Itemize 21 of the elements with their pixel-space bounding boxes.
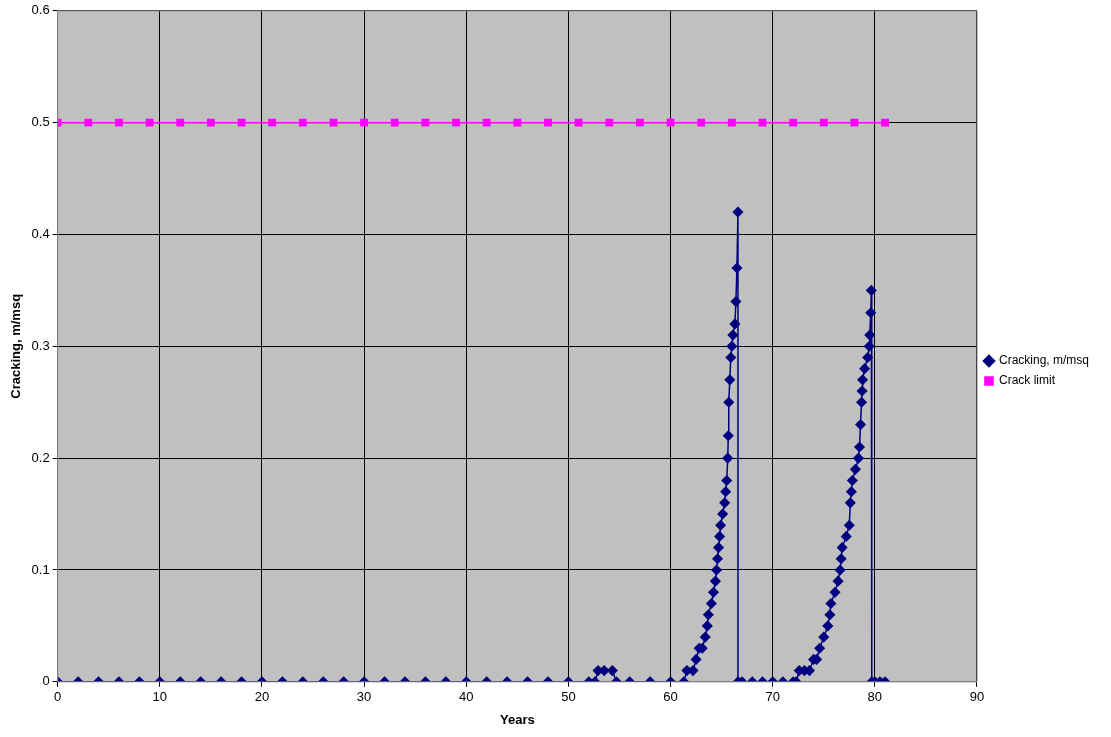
x-tick-label: 50	[561, 689, 576, 705]
x-tick-label: 70	[765, 689, 780, 705]
x-tick-label: 90	[969, 689, 985, 705]
y-tick-label: 0.2	[31, 449, 50, 465]
y-tick-label: 0.6	[31, 2, 50, 18]
x-tick-label: 30	[356, 689, 372, 705]
x-tick-label: 80	[867, 689, 883, 705]
y-tick-label: 0.3	[31, 337, 50, 353]
x-tick-label: 40	[459, 689, 474, 705]
x-tick-label: 0	[54, 689, 62, 705]
y-tick-label: 0.5	[31, 114, 50, 130]
x-axis-title: Years	[499, 711, 535, 727]
x-tick-label: 20	[254, 689, 270, 705]
legend-label: Cracking, m/msq	[998, 353, 1090, 368]
y-tick-label: 0.1	[31, 561, 50, 577]
x-tick-label: 60	[663, 689, 678, 705]
y-axis-title: Cracking, m/msq	[8, 293, 24, 399]
x-tick-label: 10	[152, 689, 168, 705]
y-tick-label: 0	[42, 673, 50, 689]
legend-label: Crack limit	[998, 373, 1056, 388]
y-tick-label: 0.4	[31, 226, 50, 242]
